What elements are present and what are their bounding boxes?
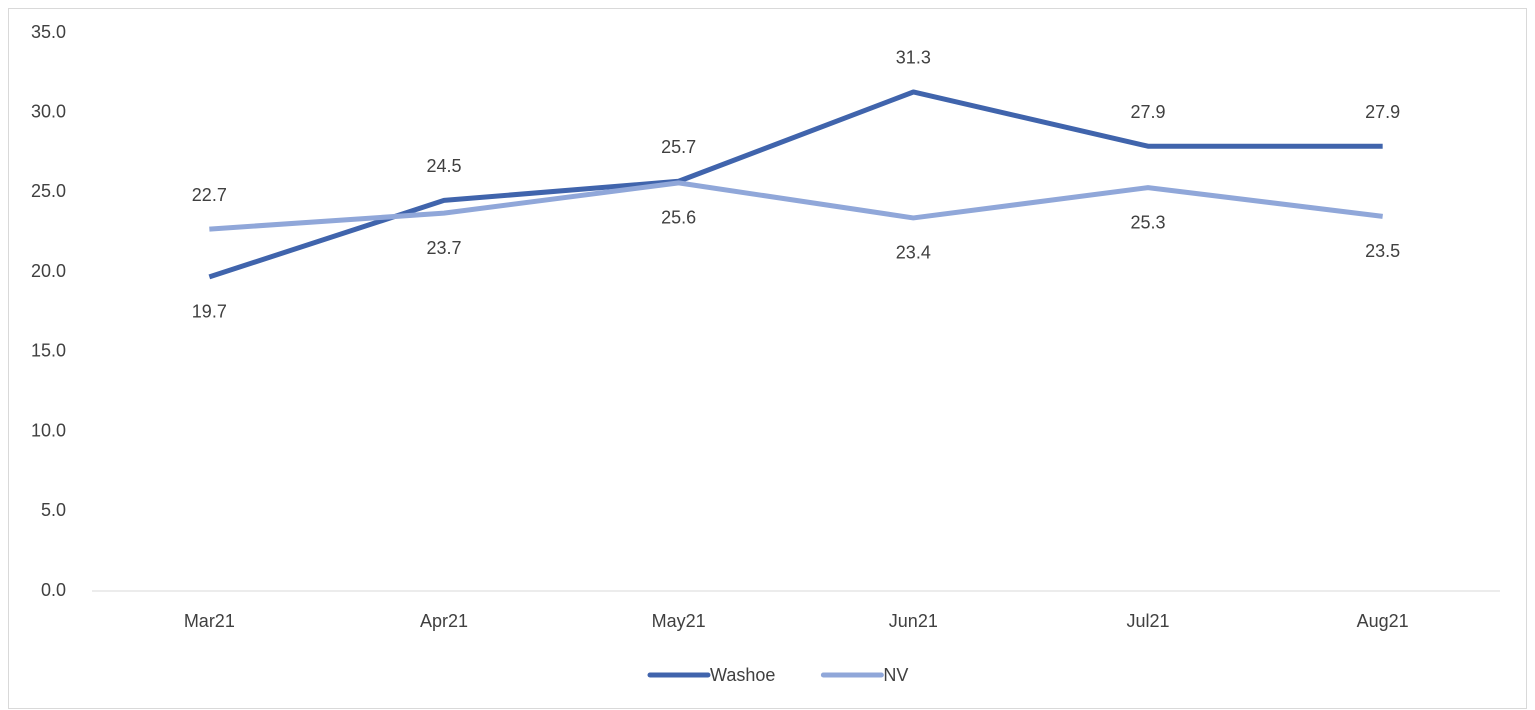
- legend-label: NV: [883, 665, 908, 685]
- x-tick-label: Apr21: [420, 611, 468, 631]
- y-tick-label: 5.0: [41, 500, 66, 520]
- y-tick-label: 10.0: [31, 420, 66, 440]
- x-tick-label: Aug21: [1357, 611, 1409, 631]
- data-label: 19.7: [192, 302, 227, 322]
- x-tick-label: Mar21: [184, 611, 235, 631]
- data-label: 25.3: [1130, 212, 1165, 232]
- data-label: 23.7: [426, 238, 461, 258]
- data-label: 25.7: [661, 137, 696, 157]
- data-label: 24.5: [426, 156, 461, 176]
- x-tick-label: Jul21: [1126, 611, 1169, 631]
- y-tick-label: 20.0: [31, 261, 66, 281]
- series-line: [208, 89, 1383, 280]
- y-tick-label: 30.0: [31, 101, 66, 121]
- data-label: 22.7: [192, 185, 227, 205]
- data-label: 25.6: [661, 208, 696, 228]
- data-label: 27.9: [1365, 102, 1400, 122]
- chart-border: [8, 8, 1527, 709]
- x-tick-label: May21: [652, 611, 706, 631]
- y-tick-label: 35.0: [31, 22, 66, 42]
- legend-label: Washoe: [710, 665, 775, 685]
- series-line: [209, 180, 1383, 232]
- y-tick-label: 15.0: [31, 341, 66, 361]
- data-label: 23.5: [1365, 241, 1400, 261]
- y-tick-label: 25.0: [31, 181, 66, 201]
- data-label: 27.9: [1130, 102, 1165, 122]
- y-tick-label: 0.0: [41, 580, 66, 600]
- data-label: 23.4: [896, 243, 931, 263]
- x-tick-label: Jun21: [889, 611, 938, 631]
- data-label: 31.3: [896, 48, 931, 68]
